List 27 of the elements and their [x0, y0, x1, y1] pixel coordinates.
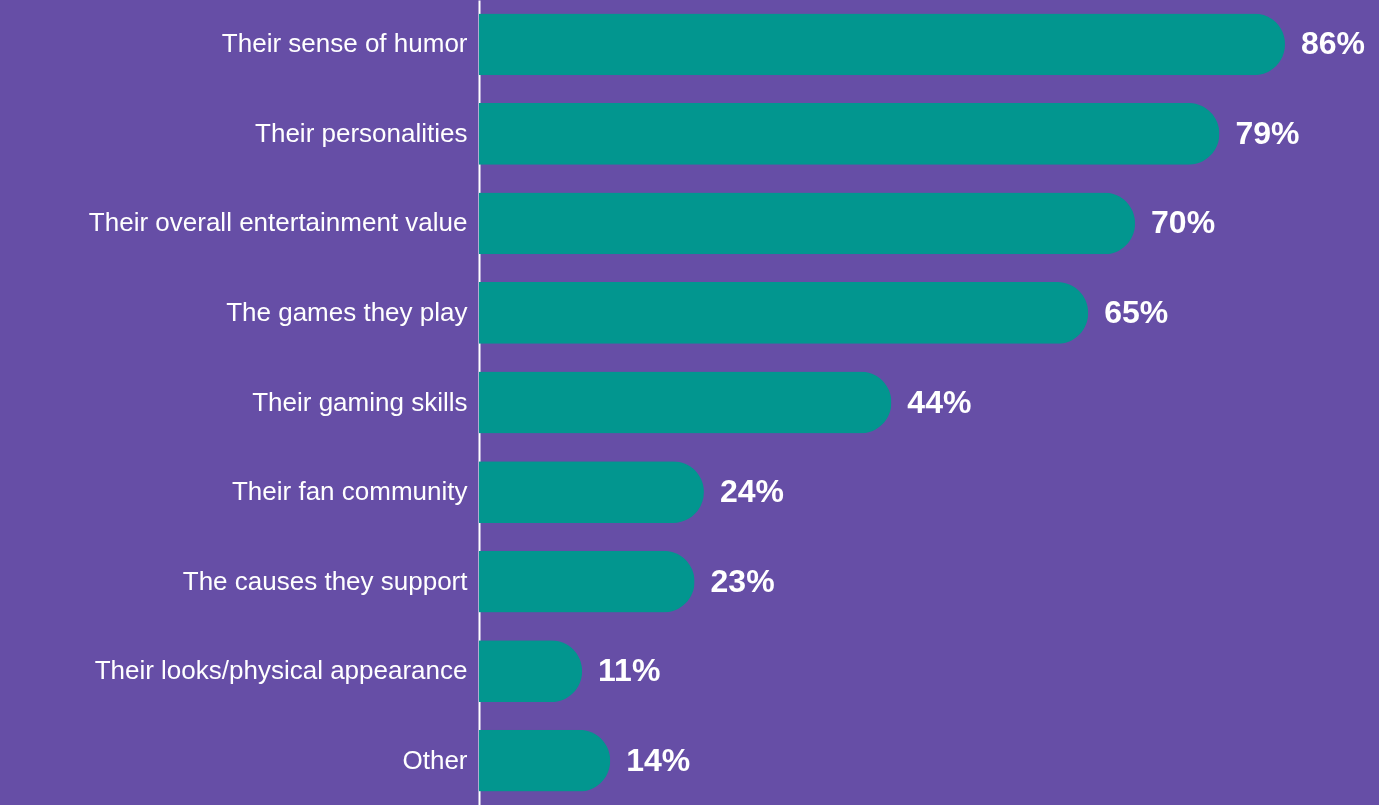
y-tick-label: Other [402, 744, 468, 775]
y-tick-label: Their fan community [231, 476, 468, 507]
data-label: 24% [719, 473, 784, 510]
bar [479, 102, 1220, 165]
y-tick-label: Their gaming skills [252, 386, 468, 417]
y-tick-label: The causes they support [182, 565, 469, 596]
bar [479, 282, 1089, 344]
data-label: 11% [598, 652, 661, 689]
data-label: 86% [1301, 25, 1366, 62]
y-tick-label: Their overall entertainment value [88, 207, 468, 238]
data-label: 23% [710, 562, 775, 599]
bar [479, 371, 892, 434]
bar [479, 550, 695, 613]
data-label: 70% [1151, 204, 1216, 241]
data-label: 44% [907, 383, 972, 420]
y-tick-label: Their looks/physical appearance [94, 655, 468, 686]
bar [479, 640, 583, 703]
bar [479, 13, 1285, 76]
bar [479, 192, 1136, 255]
y-tick-label: The games they play [226, 296, 468, 327]
data-label: 14% [626, 741, 691, 778]
bar [479, 729, 611, 792]
bar [479, 461, 704, 523]
y-tick-label: Their sense of humor [221, 28, 468, 59]
data-label: 65% [1104, 293, 1169, 330]
y-tick-label: Their personalities [255, 117, 468, 148]
data-label: 79% [1235, 114, 1300, 151]
